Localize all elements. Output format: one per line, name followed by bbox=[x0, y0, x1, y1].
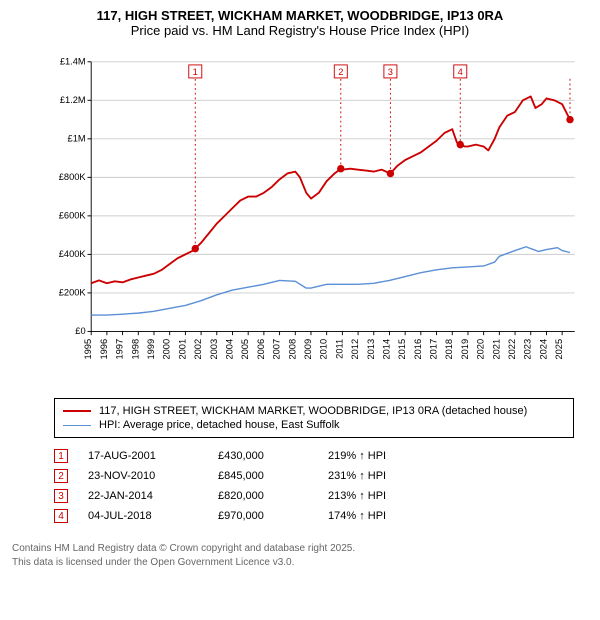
svg-text:2011: 2011 bbox=[334, 339, 344, 359]
footer-line1: Contains HM Land Registry data © Crown c… bbox=[12, 542, 600, 556]
svg-text:2005: 2005 bbox=[240, 339, 250, 360]
transaction-pct: 174% ↑ HPI bbox=[328, 510, 438, 522]
svg-text:1997: 1997 bbox=[115, 339, 125, 360]
svg-text:2007: 2007 bbox=[272, 339, 282, 360]
svg-text:1999: 1999 bbox=[146, 339, 156, 360]
chart-title-line1: 117, HIGH STREET, WICKHAM MARKET, WOODBR… bbox=[12, 8, 588, 23]
transaction-date: 17-AUG-2001 bbox=[88, 450, 218, 462]
svg-text:2000: 2000 bbox=[162, 339, 172, 360]
svg-text:1996: 1996 bbox=[99, 339, 109, 360]
legend-label: 117, HIGH STREET, WICKHAM MARKET, WOODBR… bbox=[99, 405, 527, 417]
transaction-row: 3 22-JAN-2014£820,000213% ↑ HPI bbox=[54, 486, 588, 506]
svg-text:£800K: £800K bbox=[59, 172, 87, 182]
transactions-table: 1 17-AUG-2001£430,000219% ↑ HPI 2 23-NOV-20… bbox=[54, 446, 588, 526]
transaction-price: £430,000 bbox=[218, 450, 328, 462]
transaction-date: 04-JUL-2018 bbox=[88, 510, 218, 522]
svg-text:2002: 2002 bbox=[193, 339, 203, 360]
transaction-price: £845,000 bbox=[218, 470, 328, 482]
svg-text:2021: 2021 bbox=[491, 339, 501, 360]
svg-text:2022: 2022 bbox=[507, 339, 517, 360]
svg-text:2024: 2024 bbox=[538, 339, 548, 360]
svg-text:1: 1 bbox=[193, 67, 198, 77]
svg-text:4: 4 bbox=[458, 67, 463, 77]
svg-text:£1M: £1M bbox=[68, 134, 86, 144]
transaction-row: 1 17-AUG-2001£430,000219% ↑ HPI bbox=[54, 446, 588, 466]
legend-label: HPI: Average price, detached house, East… bbox=[99, 419, 340, 431]
svg-text:2004: 2004 bbox=[224, 339, 234, 360]
svg-text:2020: 2020 bbox=[476, 339, 486, 360]
transaction-row: 2 23-NOV-2010£845,000231% ↑ HPI bbox=[54, 466, 588, 486]
transaction-pct: 231% ↑ HPI bbox=[328, 470, 438, 482]
transaction-price: £970,000 bbox=[218, 510, 328, 522]
svg-text:2008: 2008 bbox=[287, 339, 297, 360]
footer-line2: This data is licensed under the Open Gov… bbox=[12, 556, 600, 570]
legend-swatch bbox=[63, 410, 91, 412]
footer-attribution: Contains HM Land Registry data © Crown c… bbox=[12, 542, 600, 569]
chart-area: £0 £200K £400K £600K £800K £1M £1.2M £1.4M 1995 1… bbox=[54, 44, 588, 392]
transaction-marker: 2 bbox=[54, 469, 68, 483]
chart-title-block: 117, HIGH STREET, WICKHAM MARKET, WOODBR… bbox=[12, 8, 588, 38]
chart-title-line2: Price paid vs. HM Land Registry's House … bbox=[12, 23, 588, 38]
transaction-date: 22-JAN-2014 bbox=[88, 490, 218, 502]
svg-text:2025: 2025 bbox=[554, 339, 564, 360]
legend-swatch bbox=[63, 425, 91, 426]
svg-text:£0: £0 bbox=[75, 326, 85, 336]
svg-text:2015: 2015 bbox=[397, 339, 407, 360]
svg-text:£600K: £600K bbox=[59, 211, 87, 221]
legend-item: 117, HIGH STREET, WICKHAM MARKET, WOODBR… bbox=[63, 404, 565, 418]
line-chart-svg: £0 £200K £400K £600K £800K £1M £1.2M £1.4M 1995 1… bbox=[54, 44, 584, 392]
svg-text:2016: 2016 bbox=[413, 339, 423, 360]
transaction-marker: 1 bbox=[54, 449, 68, 463]
svg-text:2009: 2009 bbox=[303, 339, 313, 360]
svg-text:2001: 2001 bbox=[177, 339, 187, 360]
svg-text:1995: 1995 bbox=[83, 339, 93, 360]
transaction-pct: 213% ↑ HPI bbox=[328, 490, 438, 502]
svg-text:2006: 2006 bbox=[256, 339, 266, 360]
svg-text:2014: 2014 bbox=[381, 339, 391, 360]
svg-text:2010: 2010 bbox=[319, 339, 329, 360]
svg-text:2: 2 bbox=[338, 67, 343, 77]
transaction-marker: 4 bbox=[54, 509, 68, 523]
svg-text:2012: 2012 bbox=[350, 339, 360, 360]
transaction-date: 23-NOV-2010 bbox=[88, 470, 218, 482]
legend: 117, HIGH STREET, WICKHAM MARKET, WOODBR… bbox=[54, 398, 574, 438]
svg-text:1998: 1998 bbox=[130, 339, 140, 360]
svg-text:£400K: £400K bbox=[59, 249, 87, 259]
svg-text:2019: 2019 bbox=[460, 339, 470, 360]
svg-text:2018: 2018 bbox=[444, 339, 454, 360]
legend-item: HPI: Average price, detached house, East… bbox=[63, 418, 565, 432]
svg-text:£1.2M: £1.2M bbox=[60, 95, 86, 105]
svg-text:£1.4M: £1.4M bbox=[60, 57, 86, 67]
transaction-pct: 219% ↑ HPI bbox=[328, 450, 438, 462]
svg-text:3: 3 bbox=[388, 67, 393, 77]
transaction-row: 4 04-JUL-2018£970,000174% ↑ HPI bbox=[54, 506, 588, 526]
transaction-price: £820,000 bbox=[218, 490, 328, 502]
svg-text:2003: 2003 bbox=[209, 339, 219, 360]
svg-text:2013: 2013 bbox=[366, 339, 376, 360]
svg-text:£200K: £200K bbox=[59, 288, 87, 298]
transaction-marker: 3 bbox=[54, 489, 68, 503]
svg-text:2017: 2017 bbox=[429, 339, 439, 360]
svg-text:2023: 2023 bbox=[523, 339, 533, 360]
